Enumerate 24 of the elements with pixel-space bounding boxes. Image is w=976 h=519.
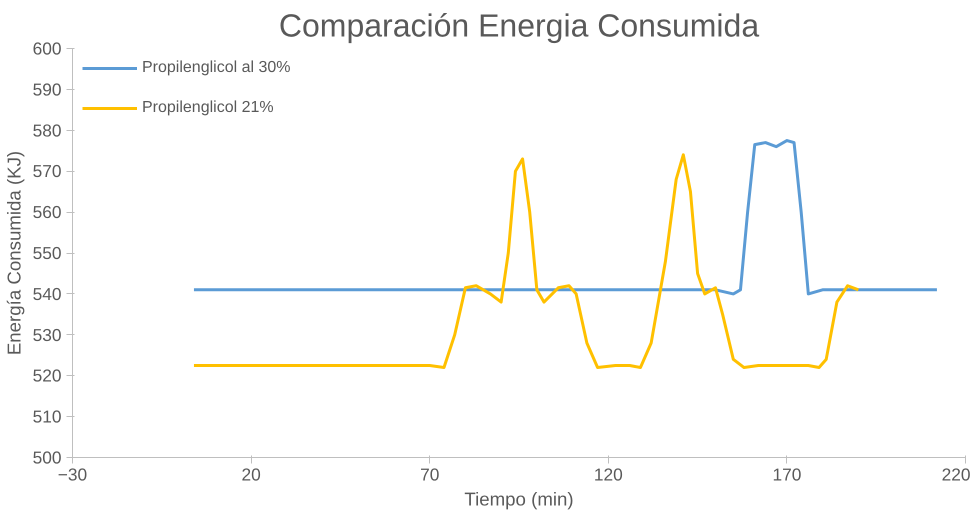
y-tick-label: 530 — [32, 324, 62, 345]
y-tick-label: 600 — [32, 38, 62, 58]
x-tick-label: −30 — [58, 464, 88, 484]
x-tick-label: 170 — [772, 464, 802, 484]
legend-label: Propilenglicol al 30% — [142, 59, 291, 77]
x-tick-label: 220 — [942, 464, 971, 484]
line-series — [192, 153, 860, 370]
x-tick-label: 20 — [241, 464, 261, 484]
y-tick-label: 520 — [32, 366, 62, 386]
x-tick-label: 120 — [594, 464, 623, 484]
legend-label: Propilenglicol 21% — [142, 99, 274, 117]
y-tick-label: 560 — [32, 202, 62, 222]
chart-title: Comparación Energia Consumida — [278, 8, 760, 44]
y-tick-label: 510 — [32, 406, 62, 427]
x-tick-label: 70 — [420, 464, 440, 484]
y-tick-label: 570 — [32, 161, 62, 182]
y-tick-label: 550 — [32, 243, 62, 263]
y-tick-label: 590 — [32, 79, 62, 100]
y-tick-label: 500 — [32, 448, 62, 468]
y-tick-label: 540 — [32, 284, 62, 304]
y-tick-label: 580 — [32, 120, 62, 140]
line-series — [192, 139, 938, 296]
y-axis-title: Energía Consumida (KJ) — [4, 150, 25, 356]
x-axis-title: Tiempo (min) — [464, 488, 574, 510]
